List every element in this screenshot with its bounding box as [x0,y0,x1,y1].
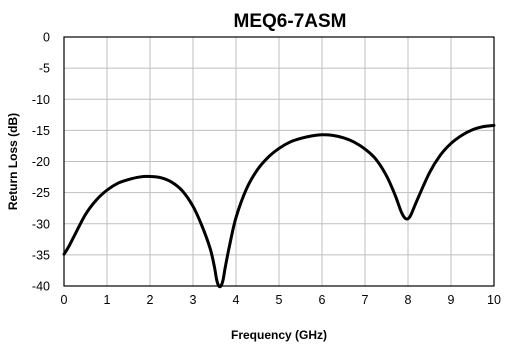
x-tick-label: 0 [61,293,68,307]
x-tick-label: 10 [487,293,501,307]
x-tick-label: 2 [147,293,154,307]
y-axis-label: Return Loss (dB) [6,113,20,210]
x-axis-label: Frequency (GHz) [231,328,327,342]
chart-title: MEQ6-7ASM [234,11,347,32]
x-tick-label: 3 [190,293,197,307]
y-tick-label: -35 [32,248,50,262]
x-tick-labels: 0 1 2 3 4 5 6 7 8 9 10 [61,293,501,307]
x-tick-label: 6 [319,293,326,307]
x-tick-label: 4 [233,293,240,307]
x-tick-label: 1 [104,293,111,307]
y-tick-label: -20 [32,155,50,169]
grid-lines [64,37,494,286]
y-tick-label: 0 [43,31,50,45]
plot-frame [63,36,495,287]
x-tick-label: 8 [405,293,412,307]
y-tick-label: -10 [32,93,50,107]
x-tick-label: 5 [276,293,283,307]
y-tick-labels: 0 -5 -10 -15 -20 -25 -30 -35 -40 [32,31,50,294]
y-tick-label: -40 [32,280,50,294]
y-tick-label: -30 [32,217,50,231]
y-tick-label: -5 [39,62,50,76]
y-tick-label: -25 [32,186,50,200]
y-tick-label: -15 [32,124,50,138]
series-layer [62,123,496,289]
return-loss-line [62,123,496,289]
x-tick-label: 9 [448,293,455,307]
x-tick-label: 7 [362,293,369,307]
